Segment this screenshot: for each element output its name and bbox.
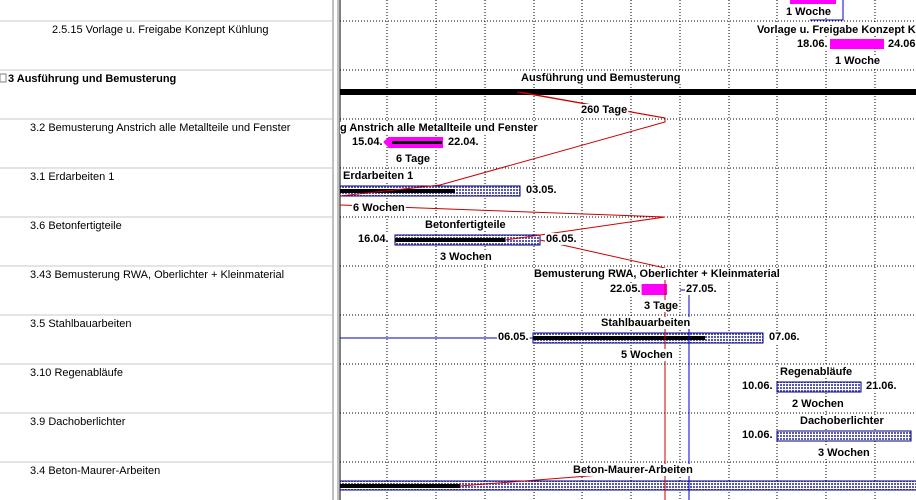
bar-label: 10.06. (742, 429, 773, 441)
label-bg (768, 331, 801, 343)
label-bg (600, 317, 692, 329)
bar-label: 3 Wochen (818, 447, 870, 459)
bar-label: 16.04. (358, 233, 389, 245)
label-bg (424, 219, 507, 231)
bar (340, 480, 916, 491)
bar-label: 3 Tage (644, 300, 678, 312)
bar-label: Stahlbauarbeiten (601, 317, 691, 329)
label-bg (741, 429, 774, 441)
label-bg (865, 380, 898, 392)
task-name: 3.6 Betonfertigteile (30, 220, 122, 232)
task-name: 3.4 Beton-Maurer-Arbeiten (30, 465, 160, 477)
label-bg (643, 300, 680, 312)
label-bg (447, 136, 480, 148)
bar-label: 6 Wochen (353, 202, 405, 214)
bar-label: Bemusterung RWA, Oberlichter + Kleinmate… (534, 268, 780, 280)
label-bg (395, 153, 432, 165)
bar-label: Beton-Maurer-Arbeiten (573, 464, 693, 476)
bar-label: Betonfertigteile (425, 219, 506, 231)
bar (776, 381, 862, 393)
label-bg (817, 447, 871, 459)
bar-label: 3 Wochen (440, 251, 492, 263)
label-bg (525, 184, 558, 196)
label-bg (685, 283, 718, 295)
label-bg (791, 398, 845, 410)
bar-label: 27.05. (686, 283, 717, 295)
bar-label: 22.04. (448, 136, 479, 148)
bar-label: 15.04. (352, 136, 383, 148)
chart-area: 1 Woche Vorlage u. Freigabe Konzept K 18.0… (340, 0, 916, 500)
task-name: 3.2 Bemusterung Anstrich alle Metallteil… (30, 122, 291, 134)
bar-label: 24.06 (888, 38, 916, 50)
summary-bar (340, 89, 916, 95)
link (810, 0, 844, 21)
bar-label: 22.05. (610, 283, 641, 295)
label-bg (572, 464, 694, 476)
progress (340, 189, 455, 193)
bar-label: 07.06. (769, 331, 800, 343)
label-bg (342, 170, 415, 182)
bar-label: 03.05. (526, 184, 557, 196)
label-bg (520, 72, 682, 84)
bar-label: Dachoberlichter (800, 415, 884, 427)
label-bg (497, 331, 530, 343)
bar-label: 06.05. (498, 331, 529, 343)
label-bg (580, 104, 629, 116)
link (340, 204, 666, 241)
progress (340, 484, 460, 488)
bar-label: 18.06. (797, 38, 828, 50)
bar-label: Vorlage u. Freigabe Konzept K (757, 24, 916, 36)
bar-label: 1 Woche (786, 6, 831, 18)
label-bg (533, 268, 781, 280)
bar (618, 284, 667, 295)
task-table (0, 0, 332, 500)
bar-label: 260 Tage (581, 104, 627, 116)
bar (383, 137, 389, 148)
collapse-button[interactable] (0, 73, 7, 83)
label-bg (796, 38, 829, 50)
label-bg (834, 55, 882, 67)
task-name: 3.5 Stahlbauarbeiten (30, 318, 132, 330)
bar-label: 10.06. (742, 380, 773, 392)
label-bg (887, 38, 916, 50)
bar (790, 0, 836, 4)
label-bg (357, 233, 390, 245)
bar-label: 06.05. (546, 233, 577, 245)
progress (533, 336, 705, 340)
label-bg (799, 415, 885, 427)
label-bg (439, 251, 493, 263)
label-bg (340, 122, 539, 134)
bar-label: 6 Tage (396, 153, 430, 165)
task-name: 3.1 Erdarbeiten 1 (30, 171, 114, 183)
label-bg (609, 283, 642, 295)
task-name: 3 Ausführung und Bemusterung (8, 73, 176, 85)
bar-label: 2 Wochen (792, 398, 844, 410)
task-name: 2.5.15 Vorlage u. Freigabe Konzept Kühlu… (52, 24, 269, 36)
task-name: 3.9 Dachoberlichter (30, 416, 126, 428)
label-bg (352, 202, 406, 214)
bar-label: 5 Wochen (621, 349, 673, 361)
label-bg (620, 349, 674, 361)
progress (395, 238, 505, 242)
bar-label: Ausführung und Bemusterung (521, 72, 681, 84)
label-bg (756, 24, 916, 36)
bar (830, 39, 884, 49)
bar (776, 430, 912, 442)
label-bg (779, 366, 854, 378)
bar-label: 21.06. (866, 380, 897, 392)
bar-label: Erdarbeiten 1 (343, 170, 413, 182)
label-bg (741, 380, 774, 392)
label-bg (545, 233, 578, 245)
row-lines (0, 20, 332, 463)
bar-label: Regenabläufe (780, 366, 852, 378)
progress (392, 141, 442, 144)
label-bg (351, 136, 384, 148)
task-name: 3.43 Bemusterung RWA, Oberlichter + Klei… (30, 269, 284, 281)
label-bg (785, 6, 833, 18)
bar-label: g Anstrich alle Metallteile und Fenster (340, 122, 538, 134)
bar-label: 1 Woche (835, 55, 880, 67)
task-name: 3.10 Regenabläufe (30, 367, 123, 379)
